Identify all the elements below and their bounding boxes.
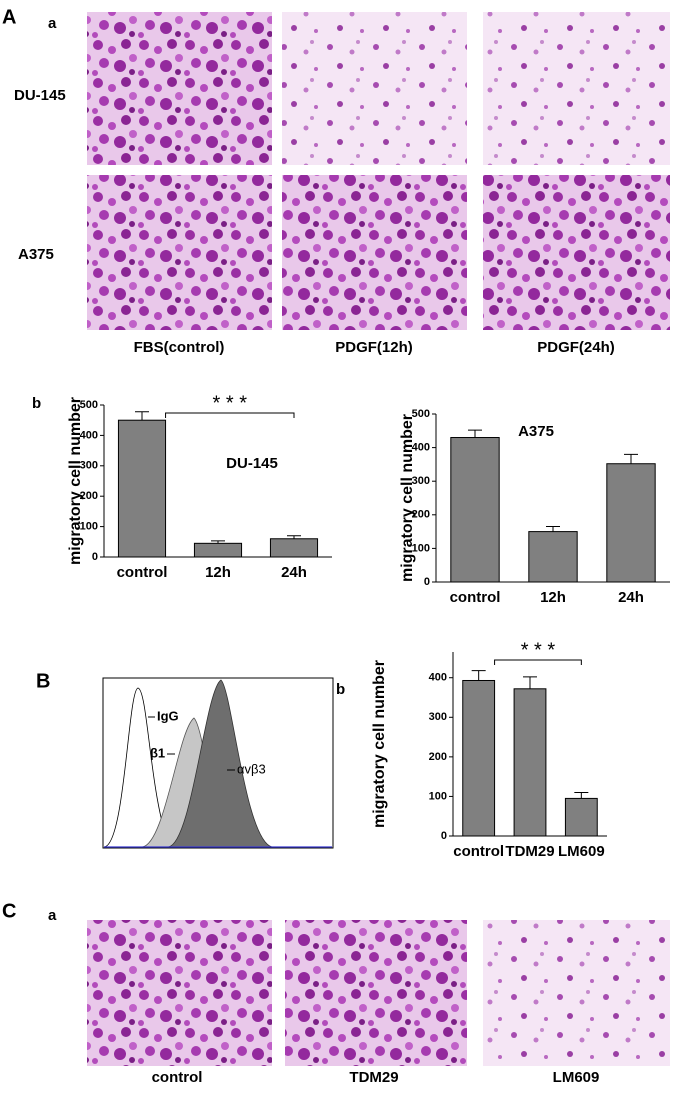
annotation: A375	[518, 423, 554, 440]
bar	[462, 679, 496, 837]
y-tick-label: 400	[429, 672, 447, 684]
igg-curve	[103, 687, 171, 848]
y-tick-label: 100	[80, 521, 98, 533]
row-label: A375	[18, 246, 54, 263]
error-bar	[135, 411, 149, 421]
y-tick-label: 400	[412, 442, 430, 454]
bar	[528, 531, 578, 583]
row-label: DU-145	[14, 87, 66, 104]
error-bar	[471, 670, 486, 681]
y-tick-label: 500	[412, 408, 430, 420]
panel-label: B	[36, 670, 50, 692]
y-axis-label: migratory cell number	[399, 414, 416, 582]
bar	[269, 538, 319, 558]
error-bar	[211, 540, 225, 544]
y-tick-label: 200	[429, 751, 447, 763]
x-tick-label: 24h	[281, 564, 307, 581]
y-tick-label: 400	[80, 429, 98, 441]
y-tick-label: 300	[80, 460, 98, 472]
column-label: LM609	[553, 1069, 600, 1086]
micrograph	[87, 920, 272, 1066]
x-tick-label: 24h	[618, 589, 644, 606]
x-tick-label: control	[453, 843, 504, 860]
micrograph	[483, 175, 670, 330]
significance-bracket	[165, 412, 295, 418]
bar	[513, 688, 547, 837]
flow-label: IgG	[157, 708, 179, 723]
x-tick-label: control	[117, 564, 168, 581]
flow-label: αvβ3	[237, 761, 266, 776]
bar	[193, 542, 243, 558]
y-tick-label: 0	[424, 576, 430, 588]
bar	[606, 463, 656, 583]
error-bar	[468, 429, 482, 438]
sub-label: b	[32, 395, 41, 412]
panel-label: C	[2, 900, 16, 922]
y-tick-label: 0	[441, 830, 447, 842]
significance-label: * * *	[213, 392, 248, 414]
error-bar	[546, 526, 560, 532]
error-bar	[523, 676, 537, 689]
micrograph	[87, 12, 272, 165]
column-label: PDGF(24h)	[537, 339, 615, 356]
bar	[564, 797, 598, 837]
significance-bracket	[494, 659, 582, 665]
error-bar	[624, 453, 638, 464]
x-tick-label: control	[450, 589, 501, 606]
y-axis-label: migratory cell number	[371, 660, 388, 828]
y-tick-label: 100	[429, 790, 447, 802]
x-tick-label: 12h	[205, 564, 231, 581]
significance-label: * * *	[521, 639, 556, 661]
bar	[117, 419, 167, 558]
flow-label: β1	[150, 745, 165, 760]
column-label: PDGF(12h)	[335, 339, 413, 356]
micrograph	[282, 12, 467, 165]
micrograph	[483, 12, 670, 165]
micrograph	[282, 175, 467, 330]
panel-label: A	[2, 6, 16, 28]
error-bar	[574, 791, 589, 799]
x-tick-label: LM609	[558, 843, 605, 860]
y-axis-label: migratory cell number	[67, 397, 84, 565]
micrograph	[87, 175, 272, 330]
micrograph	[483, 920, 670, 1066]
y-tick-label: 100	[412, 542, 430, 554]
sub-label: a	[48, 907, 57, 924]
y-tick-label: 0	[92, 551, 98, 563]
sub-label: b	[336, 681, 345, 698]
y-tick-label: 300	[412, 475, 430, 487]
column-label: TDM29	[349, 1069, 398, 1086]
micrograph	[285, 920, 467, 1066]
avb3-curve	[167, 679, 273, 848]
x-tick-label: 12h	[540, 589, 566, 606]
y-tick-label: 200	[412, 509, 430, 521]
bar	[450, 437, 500, 583]
x-tick-label: TDM29	[505, 843, 554, 860]
column-label: FBS(control)	[134, 339, 225, 356]
column-label: control	[152, 1069, 203, 1086]
annotation: DU-145	[226, 455, 278, 472]
y-tick-label: 300	[429, 711, 447, 723]
y-tick-label: 200	[80, 490, 98, 502]
sub-label: a	[48, 15, 57, 32]
error-bar	[287, 535, 301, 539]
y-tick-label: 500	[80, 399, 98, 411]
